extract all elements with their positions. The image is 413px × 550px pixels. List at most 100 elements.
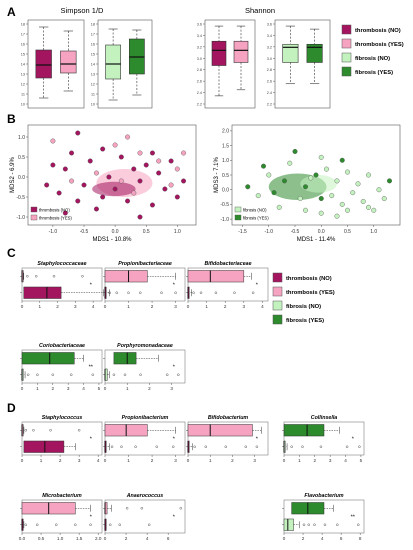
outlier-point: [77, 429, 81, 432]
x-tick-label: 2: [313, 458, 316, 463]
y-tick-label: 2.8: [197, 68, 202, 72]
box: [283, 424, 325, 437]
data-point: [271, 190, 277, 196]
x-tick-label: 1: [36, 386, 39, 391]
legend-swatch: [30, 206, 38, 213]
data-point: [81, 182, 87, 188]
data-point: [112, 186, 118, 192]
outlier-point: [32, 429, 35, 432]
outlier-point: [24, 523, 28, 526]
data-point: [75, 198, 81, 204]
x-tick-label: 0: [104, 536, 107, 541]
chart-title: Microbacterium: [42, 493, 82, 499]
outlier-point: [302, 523, 306, 526]
data-point: [339, 157, 345, 163]
box: [211, 40, 227, 66]
x-tick-label: 0.5: [38, 536, 45, 541]
y-tick-label: 2.0: [222, 129, 229, 135]
y-tick-label: 12: [91, 83, 95, 87]
significance-mark: *: [256, 283, 259, 289]
x-tick-label: 3: [253, 458, 256, 463]
x-tick-label: 1: [127, 458, 130, 463]
y-tick-label: 2.2: [197, 103, 202, 107]
y-tick-label: 10: [21, 103, 25, 107]
outlier-point: [36, 523, 39, 526]
data-point: [149, 150, 155, 156]
x-tick-label: 3: [174, 458, 177, 463]
x-tick-label: 3: [174, 304, 177, 309]
x-axis-label: MDS1 - 11.4%: [297, 237, 336, 243]
x-tick-label: 2.0: [95, 536, 102, 541]
legend-swatch: [272, 314, 283, 325]
x-tick-label: 2: [151, 458, 154, 463]
y-tick-label: -1.0: [16, 215, 25, 221]
data-point: [366, 204, 372, 210]
data-point: [276, 204, 282, 210]
outlier-point: [255, 445, 259, 448]
x-tick-label: 1: [205, 304, 208, 309]
x-tick-label: 1: [126, 386, 129, 391]
data-point: [125, 134, 131, 140]
chart-title: Propionibacteriaceae: [118, 261, 172, 267]
plot-frame: [104, 499, 186, 534]
x-tick-label: 0.0: [318, 229, 325, 235]
data-point: [261, 163, 267, 169]
data-point: [308, 175, 314, 181]
x-tick-label: 3: [329, 458, 332, 463]
box: [21, 352, 75, 365]
outlier-point: [108, 291, 111, 294]
x-tick-label: 0: [187, 458, 190, 463]
data-point: [131, 190, 137, 196]
outlier-point: [110, 445, 114, 448]
data-point: [318, 196, 324, 202]
plot-frame: [21, 349, 103, 384]
y-tick-label: 0.0: [18, 175, 25, 181]
x-tick-label: 1.0: [174, 229, 181, 235]
x-tick-label: 2: [56, 304, 59, 309]
panel-label-b: B: [7, 112, 16, 126]
data-point: [297, 196, 303, 202]
data-point: [360, 198, 366, 204]
x-tick-label: 0.0: [19, 536, 26, 541]
plot-frame: [283, 499, 365, 534]
data-point: [100, 146, 106, 152]
outlier-point: [358, 445, 361, 448]
data-point: [318, 154, 324, 160]
outlier-point: [140, 507, 144, 510]
data-point: [174, 166, 180, 172]
x-tick-label: 4: [146, 536, 149, 541]
x-tick-label: 6: [340, 536, 343, 541]
x-tick-label: 0: [283, 536, 286, 541]
x-tick-label: 0: [21, 458, 24, 463]
y-tick-label: -1.0: [220, 217, 229, 223]
x-tick-label: 1: [38, 304, 41, 309]
x-tick-label: 0.5: [344, 229, 351, 235]
outlier-point: [193, 445, 196, 448]
plot-frame: [274, 19, 331, 109]
data-point: [156, 158, 162, 164]
data-point: [118, 178, 124, 184]
y-tick-label: 3.0: [197, 57, 202, 61]
chart-title: Staphylococcus: [42, 415, 83, 421]
y-tick-label: 18: [91, 23, 95, 27]
x-tick-label: 5: [98, 386, 101, 391]
outlier-point: [166, 373, 169, 376]
box: [187, 270, 245, 283]
legend-label: fibrosis (YES): [243, 216, 269, 221]
outlier-point: [214, 291, 218, 294]
outlier-point: [120, 445, 123, 448]
outlier-point: [139, 291, 142, 294]
x-tick-label: 1: [298, 458, 301, 463]
outlier-point: [199, 291, 203, 294]
significance-mark: *: [173, 515, 176, 521]
y-tick-label: 0.5: [222, 173, 229, 179]
data-point: [168, 158, 174, 164]
x-tick-label: 4: [92, 304, 95, 309]
box: [23, 286, 62, 299]
x-tick-label: 1: [127, 304, 130, 309]
box: [35, 49, 52, 79]
chart-title: Porphyromonadaceae: [117, 343, 173, 349]
data-point: [292, 148, 298, 154]
box: [60, 50, 77, 74]
y-tick-label: -0.5: [16, 195, 25, 201]
